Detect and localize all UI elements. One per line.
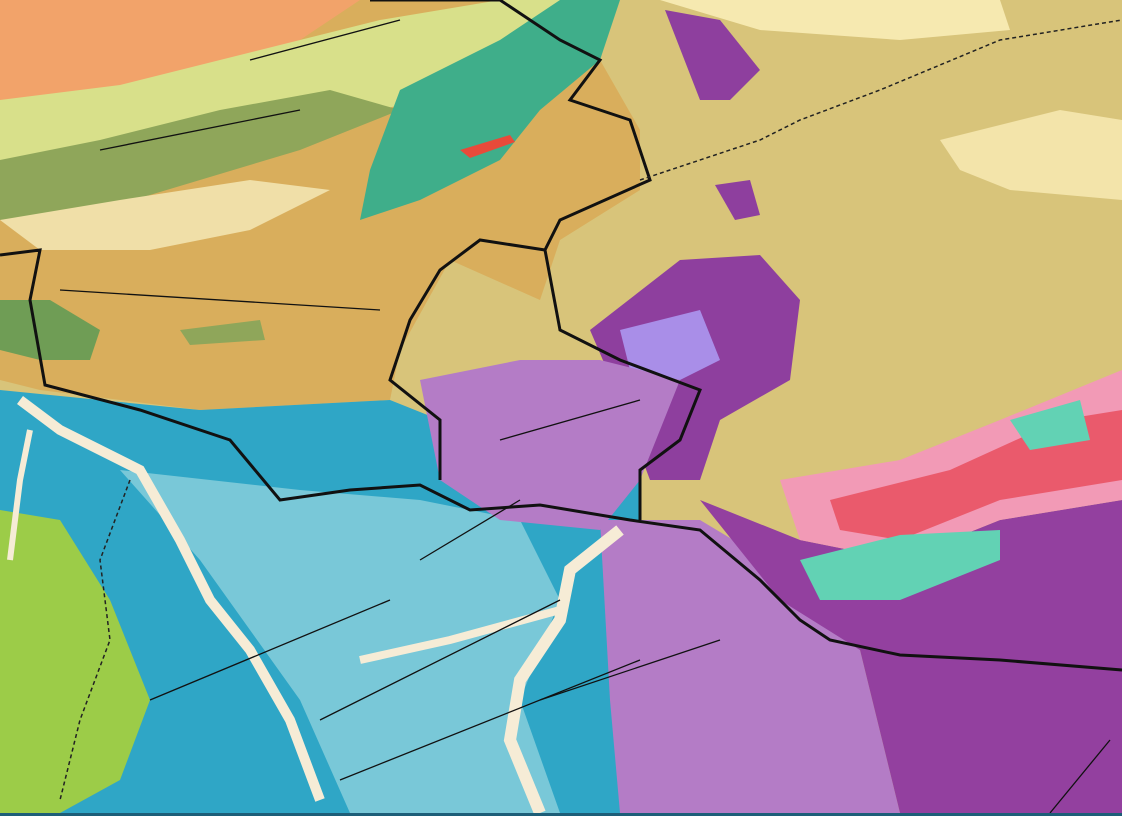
provincial-border-north	[370, 0, 702, 520]
unit-green-basin	[0, 300, 100, 360]
unit-green-patch	[180, 320, 265, 345]
unit-lime-green	[0, 510, 150, 813]
dashed-boundary-south	[59, 479, 131, 801]
unit-purple-small	[715, 180, 760, 220]
unit-olive-belt	[0, 90, 400, 220]
river-west	[17, 396, 325, 802]
unit-teal-massif	[360, 0, 620, 220]
unit-cream-belt	[0, 180, 330, 250]
fault-line	[1049, 739, 1111, 813]
fault-line	[99, 109, 301, 151]
unit-purple-north	[665, 10, 760, 100]
fault-line	[419, 499, 521, 561]
river-branch	[359, 606, 562, 664]
fault-line	[499, 399, 641, 441]
dashed-boundary	[639, 19, 1122, 181]
unit-lilac-south	[600, 520, 900, 813]
unit-red-intrusion	[460, 135, 515, 158]
fault-line	[249, 19, 401, 61]
fault-lines	[59, 19, 1111, 813]
international-border	[0, 248, 1122, 672]
unit-lavender	[620, 310, 720, 380]
bottom-bar	[0, 813, 1122, 816]
provincial-border-inner	[388, 238, 546, 480]
unit-light-blue-plain	[120, 470, 560, 813]
unit-cream-east	[940, 110, 1122, 200]
fault-line	[149, 599, 391, 701]
unit-cream-northeast	[660, 0, 1010, 40]
fault-line	[319, 599, 561, 721]
fault-line	[539, 639, 721, 701]
unit-aquamarine	[800, 530, 1000, 600]
fault-line	[59, 289, 381, 311]
unit-lilac-wedge	[420, 360, 680, 530]
fault-line	[339, 659, 641, 781]
unit-orange-upland	[0, 0, 360, 100]
river-tributary	[7, 429, 33, 561]
unit-aquamarine-east	[1010, 400, 1090, 450]
river-central	[503, 525, 624, 813]
